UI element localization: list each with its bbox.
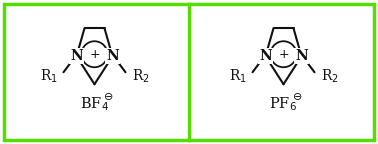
Text: +: + (278, 48, 289, 61)
Text: R$_1$: R$_1$ (229, 68, 246, 85)
Text: R$_2$: R$_2$ (132, 68, 149, 85)
Text: PF$_6$: PF$_6$ (270, 95, 297, 113)
Text: $\ominus$: $\ominus$ (103, 91, 114, 102)
Text: N: N (259, 49, 272, 63)
Text: BF$_4$: BF$_4$ (80, 95, 109, 113)
Text: N: N (70, 49, 83, 63)
Text: R$_1$: R$_1$ (40, 68, 57, 85)
Text: N: N (106, 49, 119, 63)
Text: R$_2$: R$_2$ (321, 68, 338, 85)
Text: +: + (89, 48, 100, 61)
Text: $\ominus$: $\ominus$ (292, 91, 303, 102)
Text: N: N (295, 49, 308, 63)
